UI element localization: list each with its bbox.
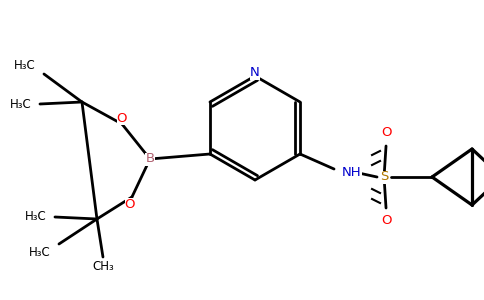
Text: O: O [117, 112, 127, 124]
Text: H₃C: H₃C [10, 98, 32, 110]
Text: O: O [125, 197, 135, 211]
Text: H₃C: H₃C [25, 211, 47, 224]
Text: B: B [145, 152, 154, 166]
Text: NH: NH [342, 166, 362, 178]
Text: N: N [250, 67, 260, 80]
Text: S: S [380, 170, 388, 184]
Text: O: O [381, 127, 391, 140]
Text: H₃C: H₃C [14, 58, 36, 71]
Text: O: O [381, 214, 391, 227]
Text: CH₃: CH₃ [92, 260, 114, 274]
Text: H₃C: H₃C [29, 247, 51, 260]
